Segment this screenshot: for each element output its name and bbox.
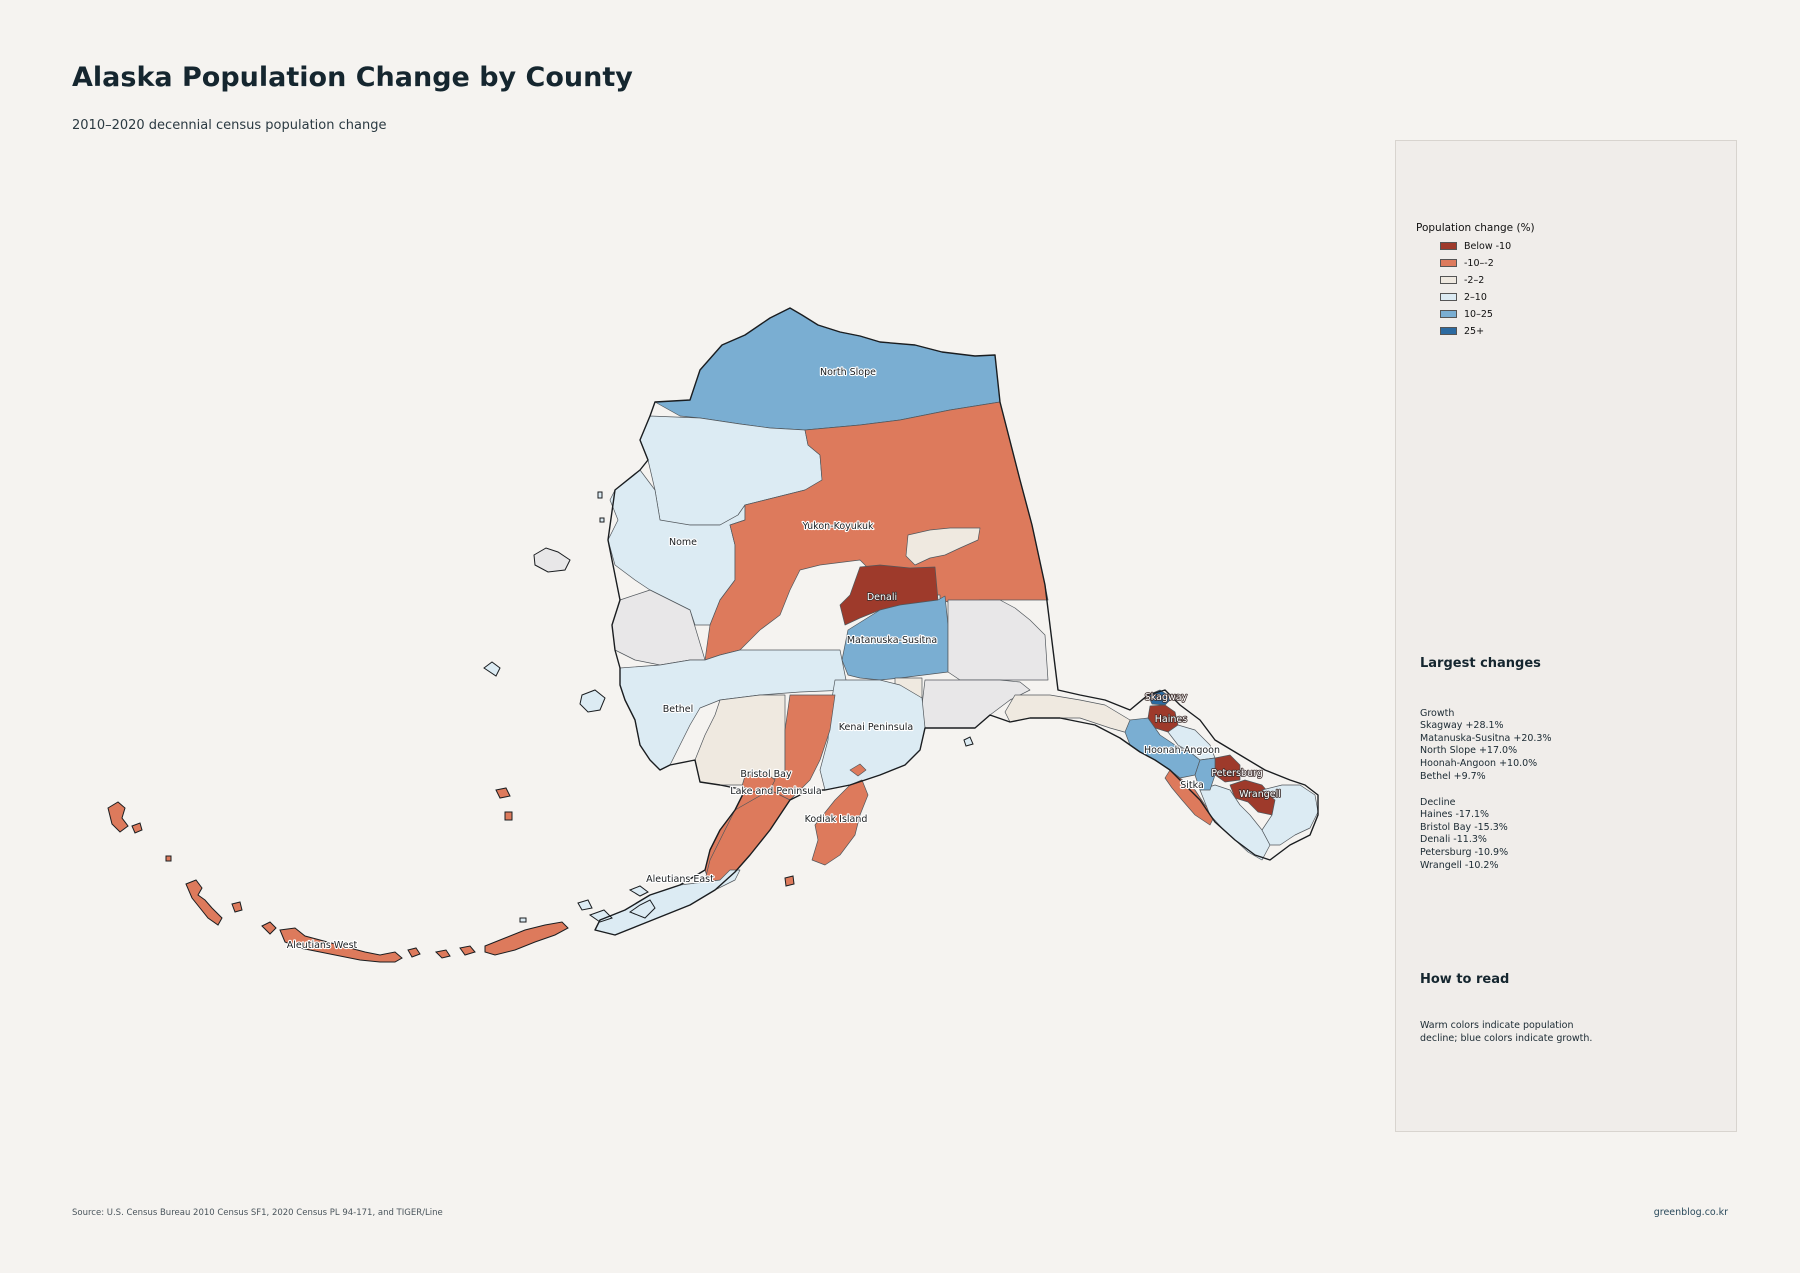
legend-swatch — [1440, 276, 1457, 284]
legend-item: 2–10 — [1440, 290, 1487, 304]
legend-title: Population change (%) — [1416, 222, 1535, 234]
label-nome: Nome — [669, 537, 697, 548]
legend-label: 25+ — [1464, 325, 1485, 337]
change-list-item: Petersburg -10.9% — [1420, 847, 1509, 859]
change-list-item: North Slope +17.0% — [1420, 745, 1518, 757]
side-panel: Population change (%) Below -10 -10–-2 -2–… — [1395, 140, 1737, 1132]
map-title: Alaska Population Change by County — [72, 62, 633, 93]
label-yukon-koyukuk: Yukon-Koyukuk — [801, 521, 874, 532]
label-sitka: Sitka — [1180, 780, 1204, 791]
change-list-item: Bristol Bay -15.3% — [1420, 821, 1508, 833]
legend-label: Below -10 — [1464, 240, 1512, 252]
change-list-item: Bethel +9.7% — [1420, 770, 1486, 782]
label-hoonah-angoon: Hoonah-Angoon — [1144, 745, 1220, 756]
county-sitka[interactable] — [1164, 769, 1216, 826]
county-ketchikan[interactable] — [1261, 784, 1319, 846]
growth-heading: Growth — [1420, 708, 1455, 719]
legend-swatch — [1440, 293, 1457, 301]
legend-label: 2–10 — [1464, 291, 1487, 303]
legend-item: Below -10 — [1440, 239, 1511, 253]
county-yakutat-se[interactable] — [1194, 757, 1216, 791]
credit-link[interactable]: greenblog.co.kr — [1653, 1207, 1728, 1218]
legend-item: -10–-2 — [1440, 256, 1494, 270]
label-wrangell: Wrangell — [1239, 789, 1281, 800]
change-list-item: Skagway +28.1% — [1420, 720, 1504, 731]
legend-swatch — [1440, 242, 1457, 250]
label-kodiak-island: Kodiak Island — [805, 814, 868, 825]
change-list-item: Denali -11.3% — [1420, 834, 1487, 846]
label-bristol-bay: Bristol Bay — [740, 769, 792, 780]
county-kenai-peninsula[interactable] — [819, 679, 926, 791]
aleutian-islands — [107, 491, 974, 963]
legend-label: -10–-2 — [1464, 257, 1494, 269]
label-aleutians-west: Aleutians West — [287, 940, 358, 951]
legend-label: -2–2 — [1464, 274, 1485, 286]
how-to-read-heading: How to read — [1420, 972, 1510, 987]
source-note: Source: U.S. Census Bureau 2010 Census S… — [72, 1208, 443, 1218]
county-yakutat[interactable] — [1004, 694, 1136, 736]
map-subtitle: 2010–2020 decennial census population ch… — [72, 118, 387, 133]
legend-swatch — [1440, 259, 1457, 267]
alaska-outline — [594, 307, 1319, 936]
label-matanuska-susitna: Matanuska-Susitna — [847, 635, 937, 646]
legend-label: 10–25 — [1464, 308, 1493, 320]
change-list-item: Hoonah-Angoon +10.0% — [1420, 758, 1538, 770]
label-north-slope: North Slope — [820, 367, 876, 378]
label-petersburg: Petersburg — [1211, 768, 1262, 779]
label-kenai-peninsula: Kenai Peninsula — [839, 722, 913, 733]
label-haines: Haines — [1155, 714, 1187, 725]
county-southeast-fairbanks[interactable] — [947, 599, 1049, 681]
change-list-item: Matanuska-Susitna +20.3% — [1420, 732, 1552, 744]
legend-item: 25+ — [1440, 324, 1484, 338]
change-list-item: Haines -17.1% — [1420, 809, 1490, 820]
legend-swatch — [1440, 327, 1457, 335]
label-denali: Denali — [867, 592, 897, 603]
county-fairbanks[interactable] — [905, 527, 981, 566]
change-list-item: Wrangell -10.2% — [1420, 859, 1499, 871]
label-bethel: Bethel — [663, 704, 694, 715]
legend-item: 10–25 — [1440, 307, 1493, 321]
label-lake-and-peninsula: Lake and Peninsula — [730, 786, 821, 797]
largest-changes-heading: Largest changes — [1420, 656, 1541, 671]
label-aleutians-east: Aleutians East — [646, 874, 714, 885]
label-skagway: Skagway — [1145, 692, 1188, 703]
decline-heading: Decline — [1420, 797, 1456, 808]
how-to-read-text: Warm colors indicate population decline;… — [1420, 1020, 1593, 1044]
county-kodiak-afognak[interactable] — [849, 763, 867, 777]
legend-swatch — [1440, 310, 1457, 318]
legend-item: -2–2 — [1440, 273, 1484, 287]
county-kodiak-island[interactable] — [811, 779, 869, 866]
